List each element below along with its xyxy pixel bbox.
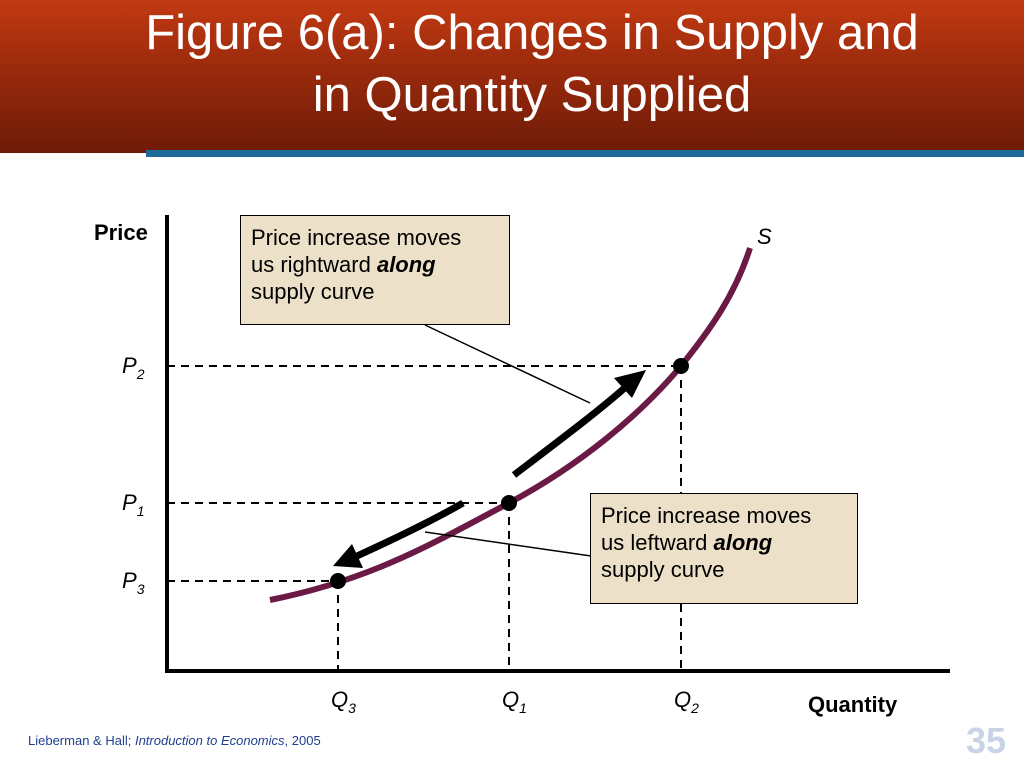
quantity-label-q2: Q2 [674,687,699,716]
callout-rightward-line3: supply curve [251,279,375,304]
price-label-p1: P1 [122,490,144,519]
accent-divider [146,150,1024,157]
quantity-label-q3: Q3 [331,687,356,716]
callout-pointer-right [424,324,591,404]
page-number: 35 [966,720,1007,761]
price-label-p2: P2 [122,353,145,382]
callout-leftward-line2: us leftward along [601,530,773,555]
callout-rightward: Price increase moves us rightward along … [240,215,510,325]
title-bar [0,0,1024,153]
callout-rightward-line1: Price increase moves [251,225,462,250]
slide-title: Figure 6(a): Changes in Supply and in Qu… [40,2,1024,126]
title-line-2: in Quantity Supplied [312,68,752,122]
quantity-label-q1: Q1 [502,687,527,716]
callout-leftward-line3: supply curve [601,557,725,582]
curve-label: S [757,224,772,249]
arrow-up-along-curve [511,370,646,478]
callout-rightward-line2: us rightward along [251,252,436,277]
callout-leftward-line1: Price increase moves [601,503,812,528]
footer-citation: Lieberman & Hall; Introduction to Econom… [28,733,321,748]
point-p3-q3 [330,573,346,589]
x-axis-label: Quantity [808,692,898,717]
point-p2-q2 [673,358,689,374]
price-label-p3: P3 [122,568,145,597]
y-axis-label: Price [94,220,148,245]
point-p1-q1 [501,495,517,511]
arrow-down-along-curve [333,499,465,568]
callout-pointer-left [424,531,592,557]
callout-leftward: Price increase moves us leftward along s… [590,493,858,604]
supply-curve [269,247,753,603]
title-line-1: Figure 6(a): Changes in Supply and [145,6,919,60]
